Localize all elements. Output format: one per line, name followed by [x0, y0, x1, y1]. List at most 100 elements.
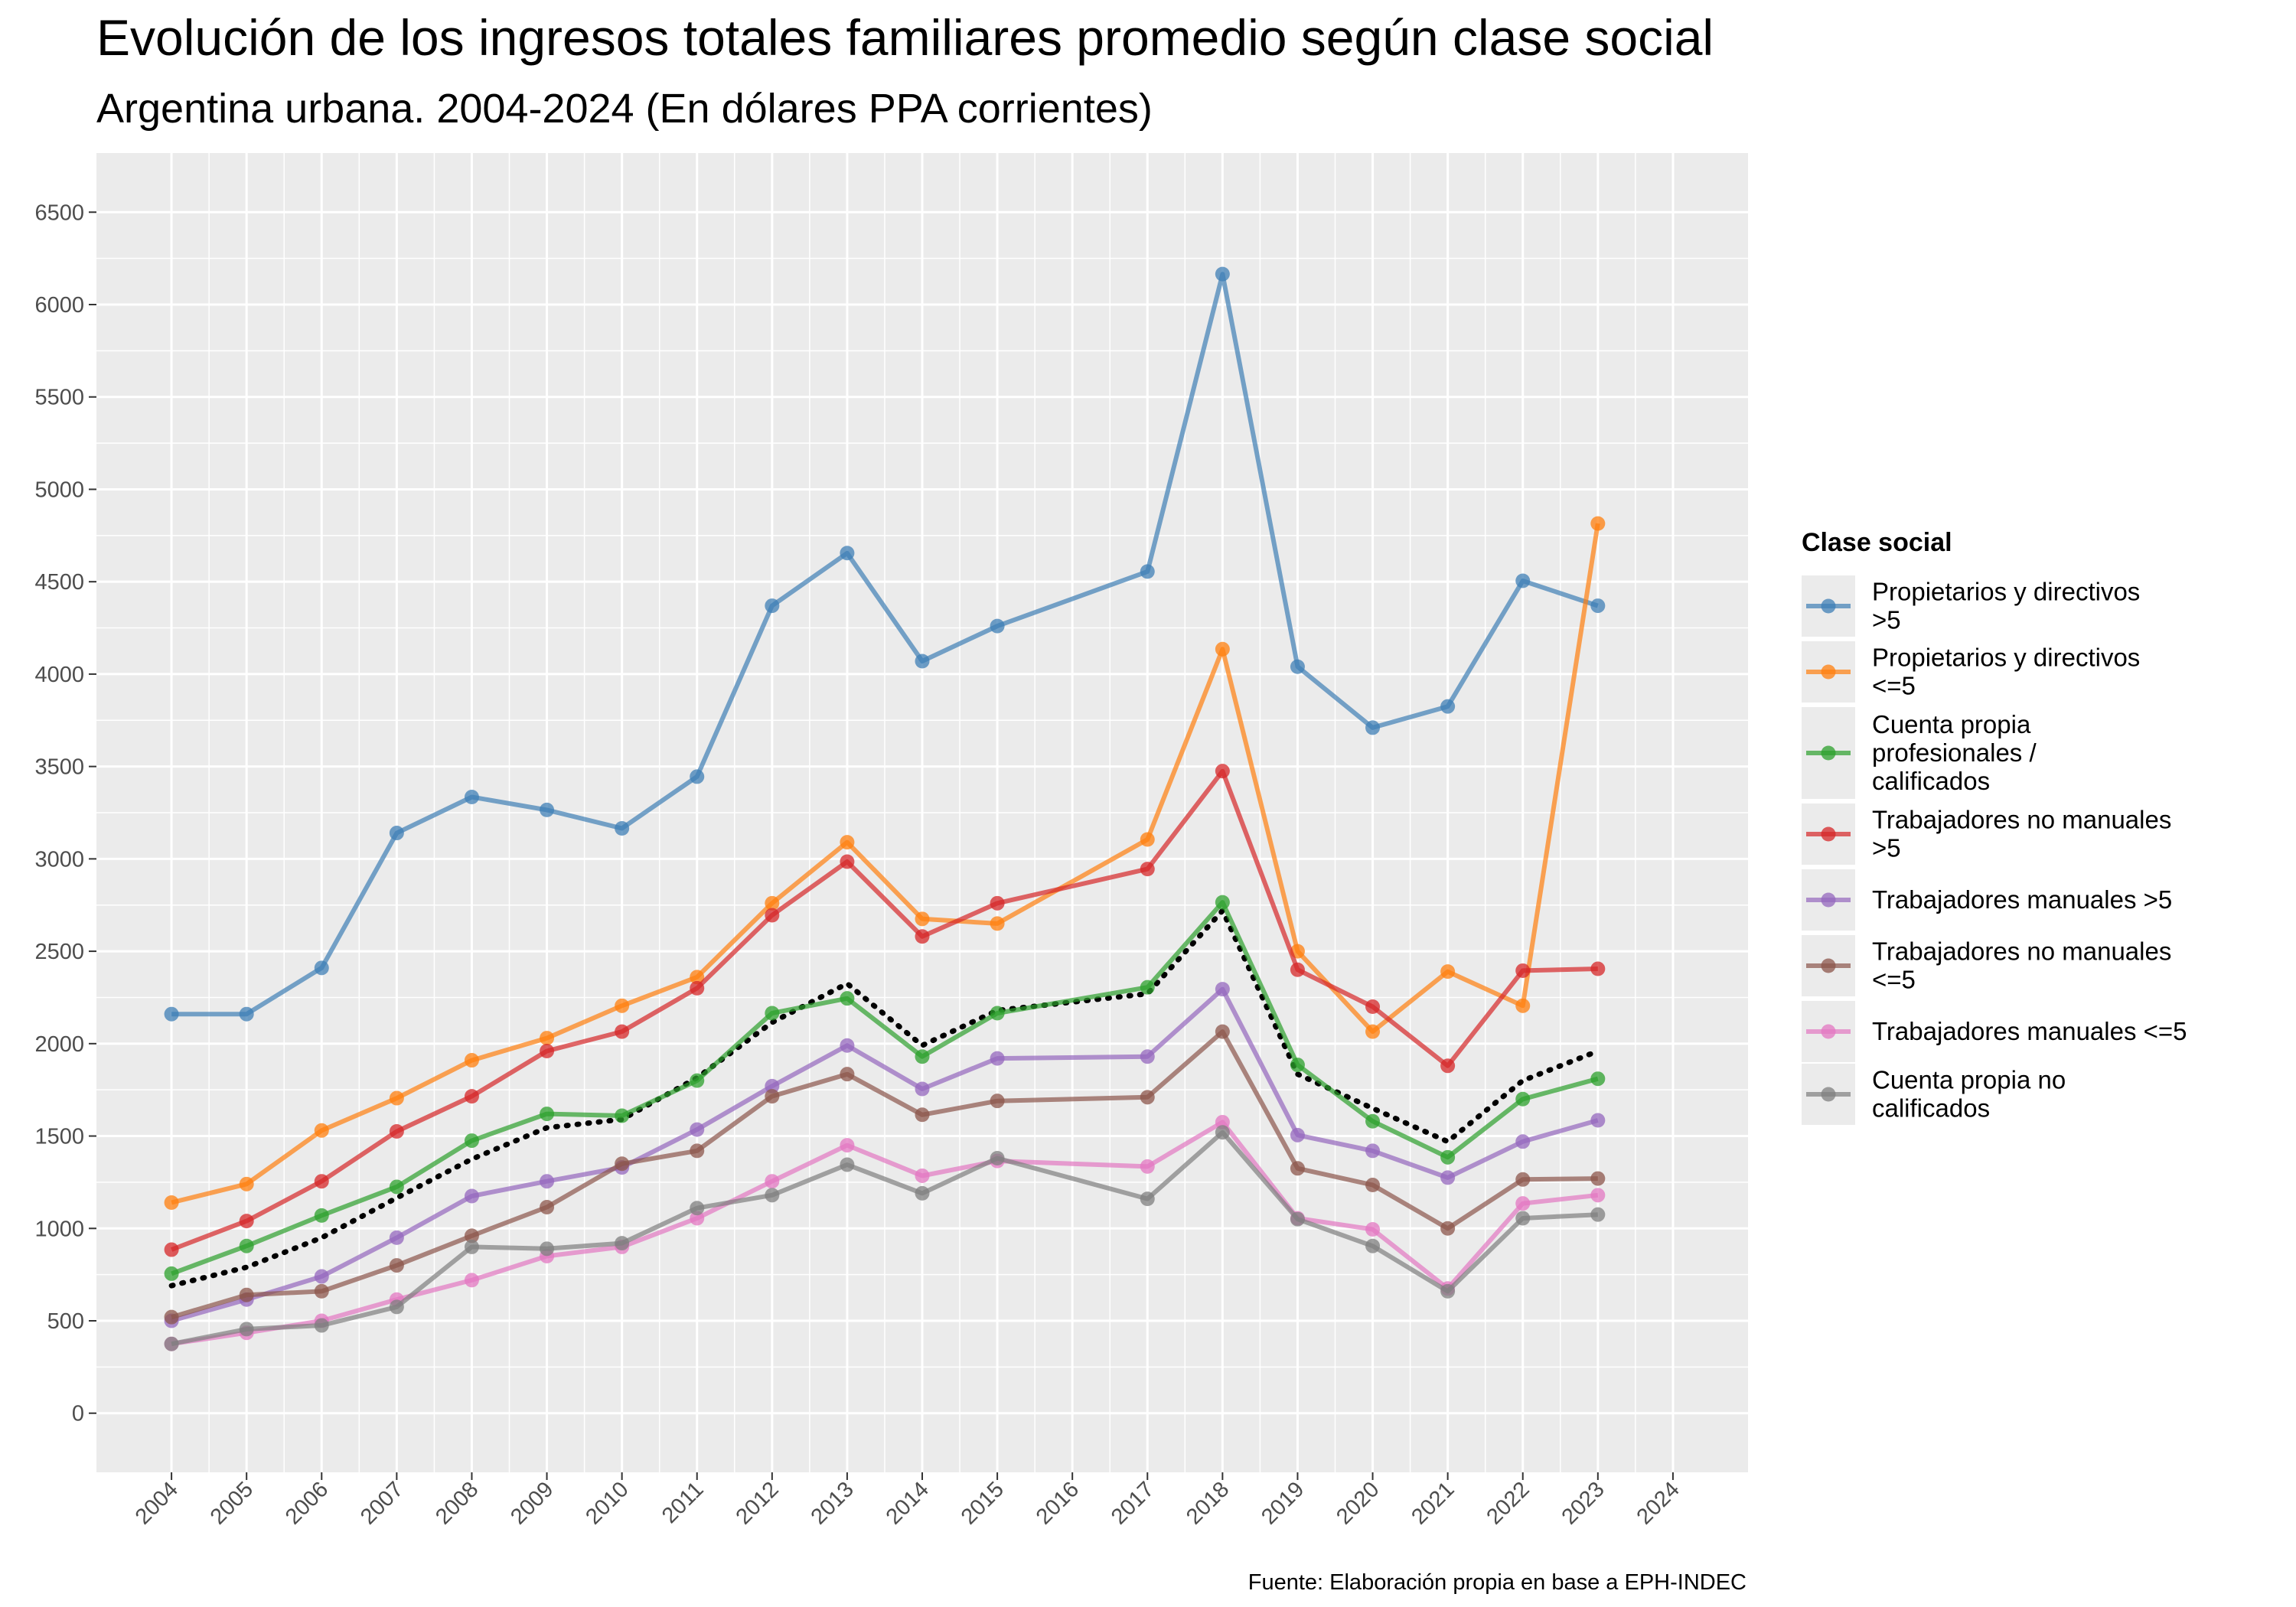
legend-label: Trabajadores no manuales: [1872, 806, 2171, 834]
x-tick-label: 2008: [431, 1477, 483, 1529]
y-tick-label: 1000: [34, 1217, 84, 1241]
series-point: [1140, 980, 1155, 995]
series-point: [314, 1283, 329, 1299]
x-tick-label: 2024: [1632, 1477, 1684, 1529]
series-point: [389, 1258, 404, 1273]
series-point: [1365, 999, 1381, 1015]
series-point: [765, 598, 780, 614]
series-point: [690, 1143, 705, 1159]
series-point: [239, 1287, 254, 1302]
series-point: [1215, 1024, 1230, 1039]
y-axis: 0 500 1000 1500 2000 2500 3000 3500 4000 4500 5000…: [34, 200, 96, 1426]
series-point: [164, 1195, 179, 1210]
series-point: [1515, 963, 1531, 978]
series-point: [915, 929, 930, 944]
series-point: [1440, 964, 1456, 980]
series-point: [1365, 1178, 1381, 1193]
series-point: [690, 769, 705, 784]
chart-subtitle: Argentina urbana. 2004-2024 (En dólares …: [96, 86, 1153, 132]
series-point: [690, 980, 705, 996]
series-point: [615, 1156, 630, 1172]
series-point: [615, 1236, 630, 1251]
series-point: [1365, 1221, 1381, 1237]
y-tick-label: 3500: [34, 755, 84, 780]
series-point: [915, 1049, 930, 1064]
series-point: [314, 1208, 329, 1223]
series-point: [1515, 1211, 1531, 1226]
x-tick-label: 2014: [882, 1477, 934, 1529]
series-point: [164, 1242, 179, 1257]
series-point: [1515, 1134, 1531, 1149]
legend-title: Clase social: [1802, 528, 1952, 557]
y-tick-label: 6000: [34, 293, 84, 318]
series-point: [164, 1006, 179, 1022]
series-point: [1290, 1058, 1305, 1073]
series-point: [464, 1273, 479, 1288]
legend-label: Propietarios y directivos: [1872, 578, 2140, 606]
x-tick-label: 2010: [581, 1477, 633, 1529]
series-point: [1215, 641, 1230, 657]
legend-item-5: Trabajadores manuales >5: [1802, 869, 2172, 931]
series-point: [1365, 1113, 1381, 1129]
series-point: [1515, 1172, 1531, 1187]
series-point: [1140, 1191, 1155, 1207]
series-point: [1515, 998, 1531, 1013]
series-point: [164, 1309, 179, 1325]
series-point: [1515, 573, 1531, 588]
series-point: [464, 789, 479, 804]
series-point: [164, 1266, 179, 1281]
series-point: [690, 1201, 705, 1216]
series-point: [389, 826, 404, 841]
legend-label: Cuenta propia no: [1872, 1066, 2066, 1094]
legend-key-point: [1821, 598, 1836, 614]
series-point: [314, 1174, 329, 1189]
series-point: [389, 1090, 404, 1106]
series-point: [1140, 862, 1155, 877]
series-point: [615, 821, 630, 836]
legend-label: <=5: [1872, 672, 1916, 700]
legend-key-point: [1821, 745, 1836, 761]
series-point: [239, 1322, 254, 1337]
series-8: [164, 1125, 1606, 1351]
series-6: [164, 1024, 1606, 1325]
series-point: [990, 895, 1005, 911]
x-tick-label: 2018: [1182, 1477, 1234, 1529]
series-point: [540, 1107, 555, 1122]
series-point: [765, 1089, 780, 1104]
series-point: [1365, 1024, 1381, 1039]
series-point: [1290, 659, 1305, 674]
series-point: [540, 1031, 555, 1046]
legend-label: >5: [1872, 834, 1901, 862]
series-point: [464, 1089, 479, 1104]
series-point: [464, 1133, 479, 1149]
legend-key-point: [1821, 958, 1836, 973]
legend-item-4: Trabajadores no manuales>5: [1802, 804, 2171, 865]
series-point: [615, 1024, 630, 1039]
series-point: [1215, 764, 1230, 779]
average-line: [168, 908, 1601, 1289]
series-1: [164, 266, 1606, 1022]
series-point: [990, 1094, 1005, 1109]
series-point: [915, 1107, 930, 1123]
y-tick-label: 3000: [34, 847, 84, 872]
series-point: [915, 1185, 930, 1201]
series-point: [1290, 1161, 1305, 1176]
legend-key-point: [1821, 1024, 1836, 1039]
series-point: [1290, 1211, 1305, 1227]
series-point: [1590, 1188, 1606, 1203]
series-point: [389, 1230, 404, 1245]
series-point: [1140, 832, 1155, 847]
y-tick-label: 5000: [34, 478, 84, 502]
series-point: [1290, 1127, 1305, 1143]
series-point: [915, 654, 930, 669]
y-tick-label: 0: [72, 1402, 84, 1426]
x-tick-label: 2006: [281, 1477, 333, 1529]
series-4: [164, 764, 1606, 1257]
series-point: [840, 1067, 855, 1082]
series-point: [540, 1200, 555, 1215]
x-tick-label: 2004: [131, 1477, 183, 1529]
series-point: [464, 1053, 479, 1068]
average-line-layer: [168, 908, 1601, 1289]
series-point: [765, 1174, 780, 1189]
